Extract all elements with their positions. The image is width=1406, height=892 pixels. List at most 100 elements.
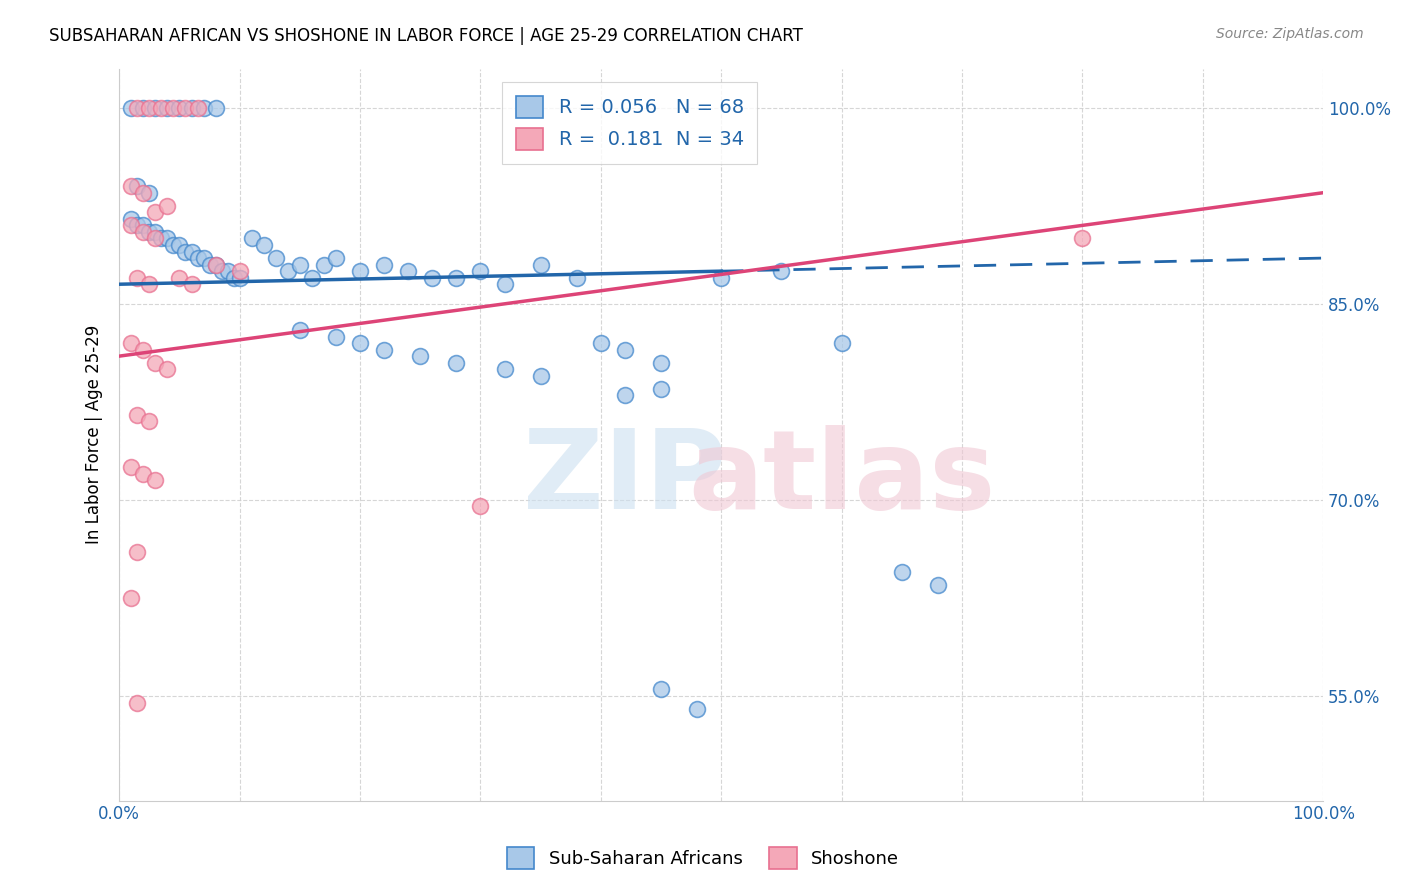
Point [186, 251, 208, 265]
Point [686, 702, 709, 716]
Point [890, 565, 912, 579]
Text: ZIP: ZIP [523, 425, 727, 532]
Point [228, 264, 250, 278]
Point [650, 382, 672, 396]
Point [217, 264, 239, 278]
Point [120, 591, 142, 605]
Point [770, 264, 793, 278]
Point [349, 336, 371, 351]
Point [132, 225, 155, 239]
Point [240, 231, 263, 245]
Point [211, 264, 233, 278]
Point [138, 186, 160, 200]
Point [193, 251, 215, 265]
Point [120, 219, 142, 233]
Point [174, 244, 197, 259]
Point [927, 578, 949, 592]
Point [470, 264, 492, 278]
Point [530, 258, 553, 272]
Point [222, 270, 245, 285]
Point [650, 682, 672, 697]
Point [150, 231, 173, 245]
Point [373, 343, 395, 357]
Point [420, 270, 443, 285]
Point [613, 388, 636, 402]
Point [470, 500, 492, 514]
Point [169, 101, 191, 115]
Point [145, 101, 167, 115]
Point [132, 101, 155, 115]
Point [446, 270, 468, 285]
Point [145, 225, 167, 239]
Point [132, 467, 155, 481]
Point [127, 545, 149, 559]
Y-axis label: In Labor Force | Age 25-29: In Labor Force | Age 25-29 [86, 325, 103, 544]
Point [127, 219, 149, 233]
Point [301, 270, 323, 285]
Point [156, 199, 179, 213]
Point [156, 362, 179, 376]
Point [174, 101, 197, 115]
Text: SUBSAHARAN AFRICAN VS SHOSHONE IN LABOR FORCE | AGE 25-29 CORRELATION CHART: SUBSAHARAN AFRICAN VS SHOSHONE IN LABOR … [49, 27, 803, 45]
Point [120, 179, 142, 194]
Point [349, 264, 371, 278]
Point [127, 101, 149, 115]
Point [156, 101, 179, 115]
Point [127, 270, 149, 285]
Point [120, 336, 142, 351]
Point [132, 186, 155, 200]
Point [650, 356, 672, 370]
Point [198, 258, 221, 272]
Point [120, 460, 142, 475]
Point [138, 101, 160, 115]
Point [127, 408, 149, 422]
Point [120, 211, 142, 226]
Point [145, 205, 167, 219]
Point [373, 258, 395, 272]
Point [162, 101, 184, 115]
Point [138, 277, 160, 292]
Legend: Sub-Saharan Africans, Shoshone: Sub-Saharan Africans, Shoshone [498, 838, 908, 879]
Point [193, 101, 215, 115]
Point [132, 343, 155, 357]
Point [180, 244, 202, 259]
Point [253, 238, 276, 252]
Point [494, 277, 516, 292]
Point [127, 179, 149, 194]
Point [325, 329, 347, 343]
Point [180, 101, 202, 115]
Point [132, 219, 155, 233]
Point [204, 101, 226, 115]
Point [589, 336, 612, 351]
Point [204, 258, 226, 272]
Text: atlas: atlas [688, 425, 995, 532]
Point [145, 356, 167, 370]
Point [120, 101, 142, 115]
Point [565, 270, 588, 285]
Point [446, 356, 468, 370]
Point [312, 258, 335, 272]
Legend: R = 0.056   N = 68, R =  0.181  N = 34: R = 0.056 N = 68, R = 0.181 N = 34 [502, 82, 758, 164]
Point [145, 473, 167, 487]
Point [169, 238, 191, 252]
Point [409, 349, 432, 363]
Point [162, 238, 184, 252]
Point [169, 270, 191, 285]
Point [613, 343, 636, 357]
Point [494, 362, 516, 376]
Point [150, 101, 173, 115]
Text: Source: ZipAtlas.com: Source: ZipAtlas.com [1216, 27, 1364, 41]
Point [288, 323, 311, 337]
Point [204, 258, 226, 272]
Point [710, 270, 733, 285]
Point [127, 696, 149, 710]
Point [264, 251, 287, 265]
Point [138, 415, 160, 429]
Point [1071, 231, 1094, 245]
Point [138, 225, 160, 239]
Point [186, 101, 208, 115]
Point [156, 231, 179, 245]
Point [831, 336, 853, 351]
Point [145, 231, 167, 245]
Point [530, 368, 553, 383]
